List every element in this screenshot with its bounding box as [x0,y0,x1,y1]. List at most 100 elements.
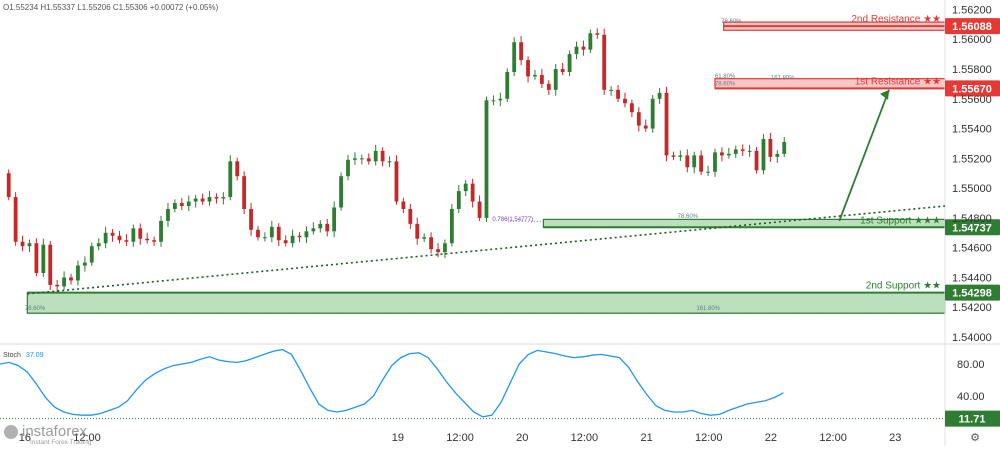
candle-body [166,208,170,221]
candle-body [145,238,150,241]
candle-body [449,208,454,244]
candle-body [740,149,745,151]
target-arrow-head [880,89,890,100]
candle-body [422,237,427,239]
candle-body [720,152,724,156]
fib-label: 78.60% [721,19,742,25]
candle-body [436,249,440,253]
watermark-brand: instaforex [22,423,88,440]
candle-body [27,243,32,247]
price-tick-label: 1.54600 [952,243,992,255]
time-tick-label: 12:00 [571,432,599,444]
price-tag-label-r2: 1.56088 [952,21,992,33]
candle-body [256,229,260,238]
candle-body [782,141,787,154]
candle-body [117,235,122,241]
candle-body [263,237,267,239]
fib-label: 61.80% [715,74,736,80]
price-tag-r1 [945,80,1000,97]
candle-body [602,34,607,90]
stoch-value: 37.09 [26,352,44,359]
candle-body [512,42,517,72]
level-label-r2: 2nd Resistance ★★ [851,14,941,25]
price-tag-s2 [945,284,1000,301]
price-tick-label: 1.55000 [952,183,992,195]
candle-body [20,241,25,247]
candle-body [574,46,579,55]
candle-body [713,152,717,172]
candle-body [221,197,226,199]
candle-body [595,33,600,35]
price-tick-label: 1.55400 [952,124,992,136]
price-tick-label: 1.55600 [952,94,992,106]
overlay: 2nd Resistance ★★ 1st Resistance ★★ 1st Su… [3,3,946,446]
candle-body [733,149,738,154]
time-tick-label: 12:00 [819,432,847,444]
ohlc-readout: O1.55234 H1.55337 L1.55206 C1.55306 +0.0… [3,3,219,12]
level-label-s2: 2nd Support ★★ [866,281,941,292]
candle-body [636,112,641,126]
candle-body [138,228,143,239]
candle-body [491,100,496,102]
price-tag-label-r1: 1.55670 [952,83,992,95]
candle-body [249,208,253,230]
candle-body [353,158,357,160]
stoch-tick-label: 40.00 [957,391,985,403]
stoch-line [0,348,784,418]
candle-body [726,153,731,156]
fib-label: 161.80% [771,75,795,81]
fib-label: 0.786(1.54777) [492,217,533,223]
candle-body [200,198,205,202]
level-label-r1: 1st Resistance ★★ [855,76,941,87]
time-tick-label: 20 [516,432,528,444]
candle-body [581,46,586,50]
candle-body [48,244,53,285]
candle-body [34,243,39,273]
candle-body [76,265,80,281]
candle-body [539,74,544,84]
candle-body [533,74,537,77]
candle-body [366,158,371,162]
candle-body [588,33,593,50]
candle-body [131,228,136,242]
time-tick-label: 21 [640,432,652,444]
candle-body [643,125,648,129]
candle-body [657,92,662,99]
candle-body [276,226,281,241]
price-tag-r2 [945,18,1000,35]
candle-body [754,150,759,171]
fib-label: 78.60% [678,214,699,220]
candle-body [311,228,316,232]
candle-body [89,246,94,263]
candle-body [470,183,475,202]
candle-body [6,173,11,198]
candle-body [304,231,309,238]
candle-body [463,183,468,192]
price-tag-label-s2: 1.54298 [952,288,992,300]
candle-body [526,60,530,77]
candle-body [699,155,704,172]
candle-body [55,284,60,287]
candle-body [560,69,565,72]
fib-label: 161.80% [696,306,720,312]
time-tick-label: 12:00 [73,432,101,444]
candle-body [82,262,87,266]
price-tick-label: 1.56200 [952,4,992,16]
candle-body [609,89,614,91]
candle-body [401,201,406,209]
candle-body [214,197,219,199]
time-tick-label: 12:00 [446,432,474,444]
candle-body [443,243,447,253]
candle-body [498,98,503,101]
candle-body [179,203,184,206]
candle-body [373,150,378,162]
price-tick-label: 1.54400 [952,272,992,284]
candle-body [242,176,247,209]
stoch-level-tag-label: 11.71 [959,414,986,426]
candle-body [768,138,773,157]
candle-body [207,197,212,202]
price-tick-label: 1.54000 [952,332,992,344]
